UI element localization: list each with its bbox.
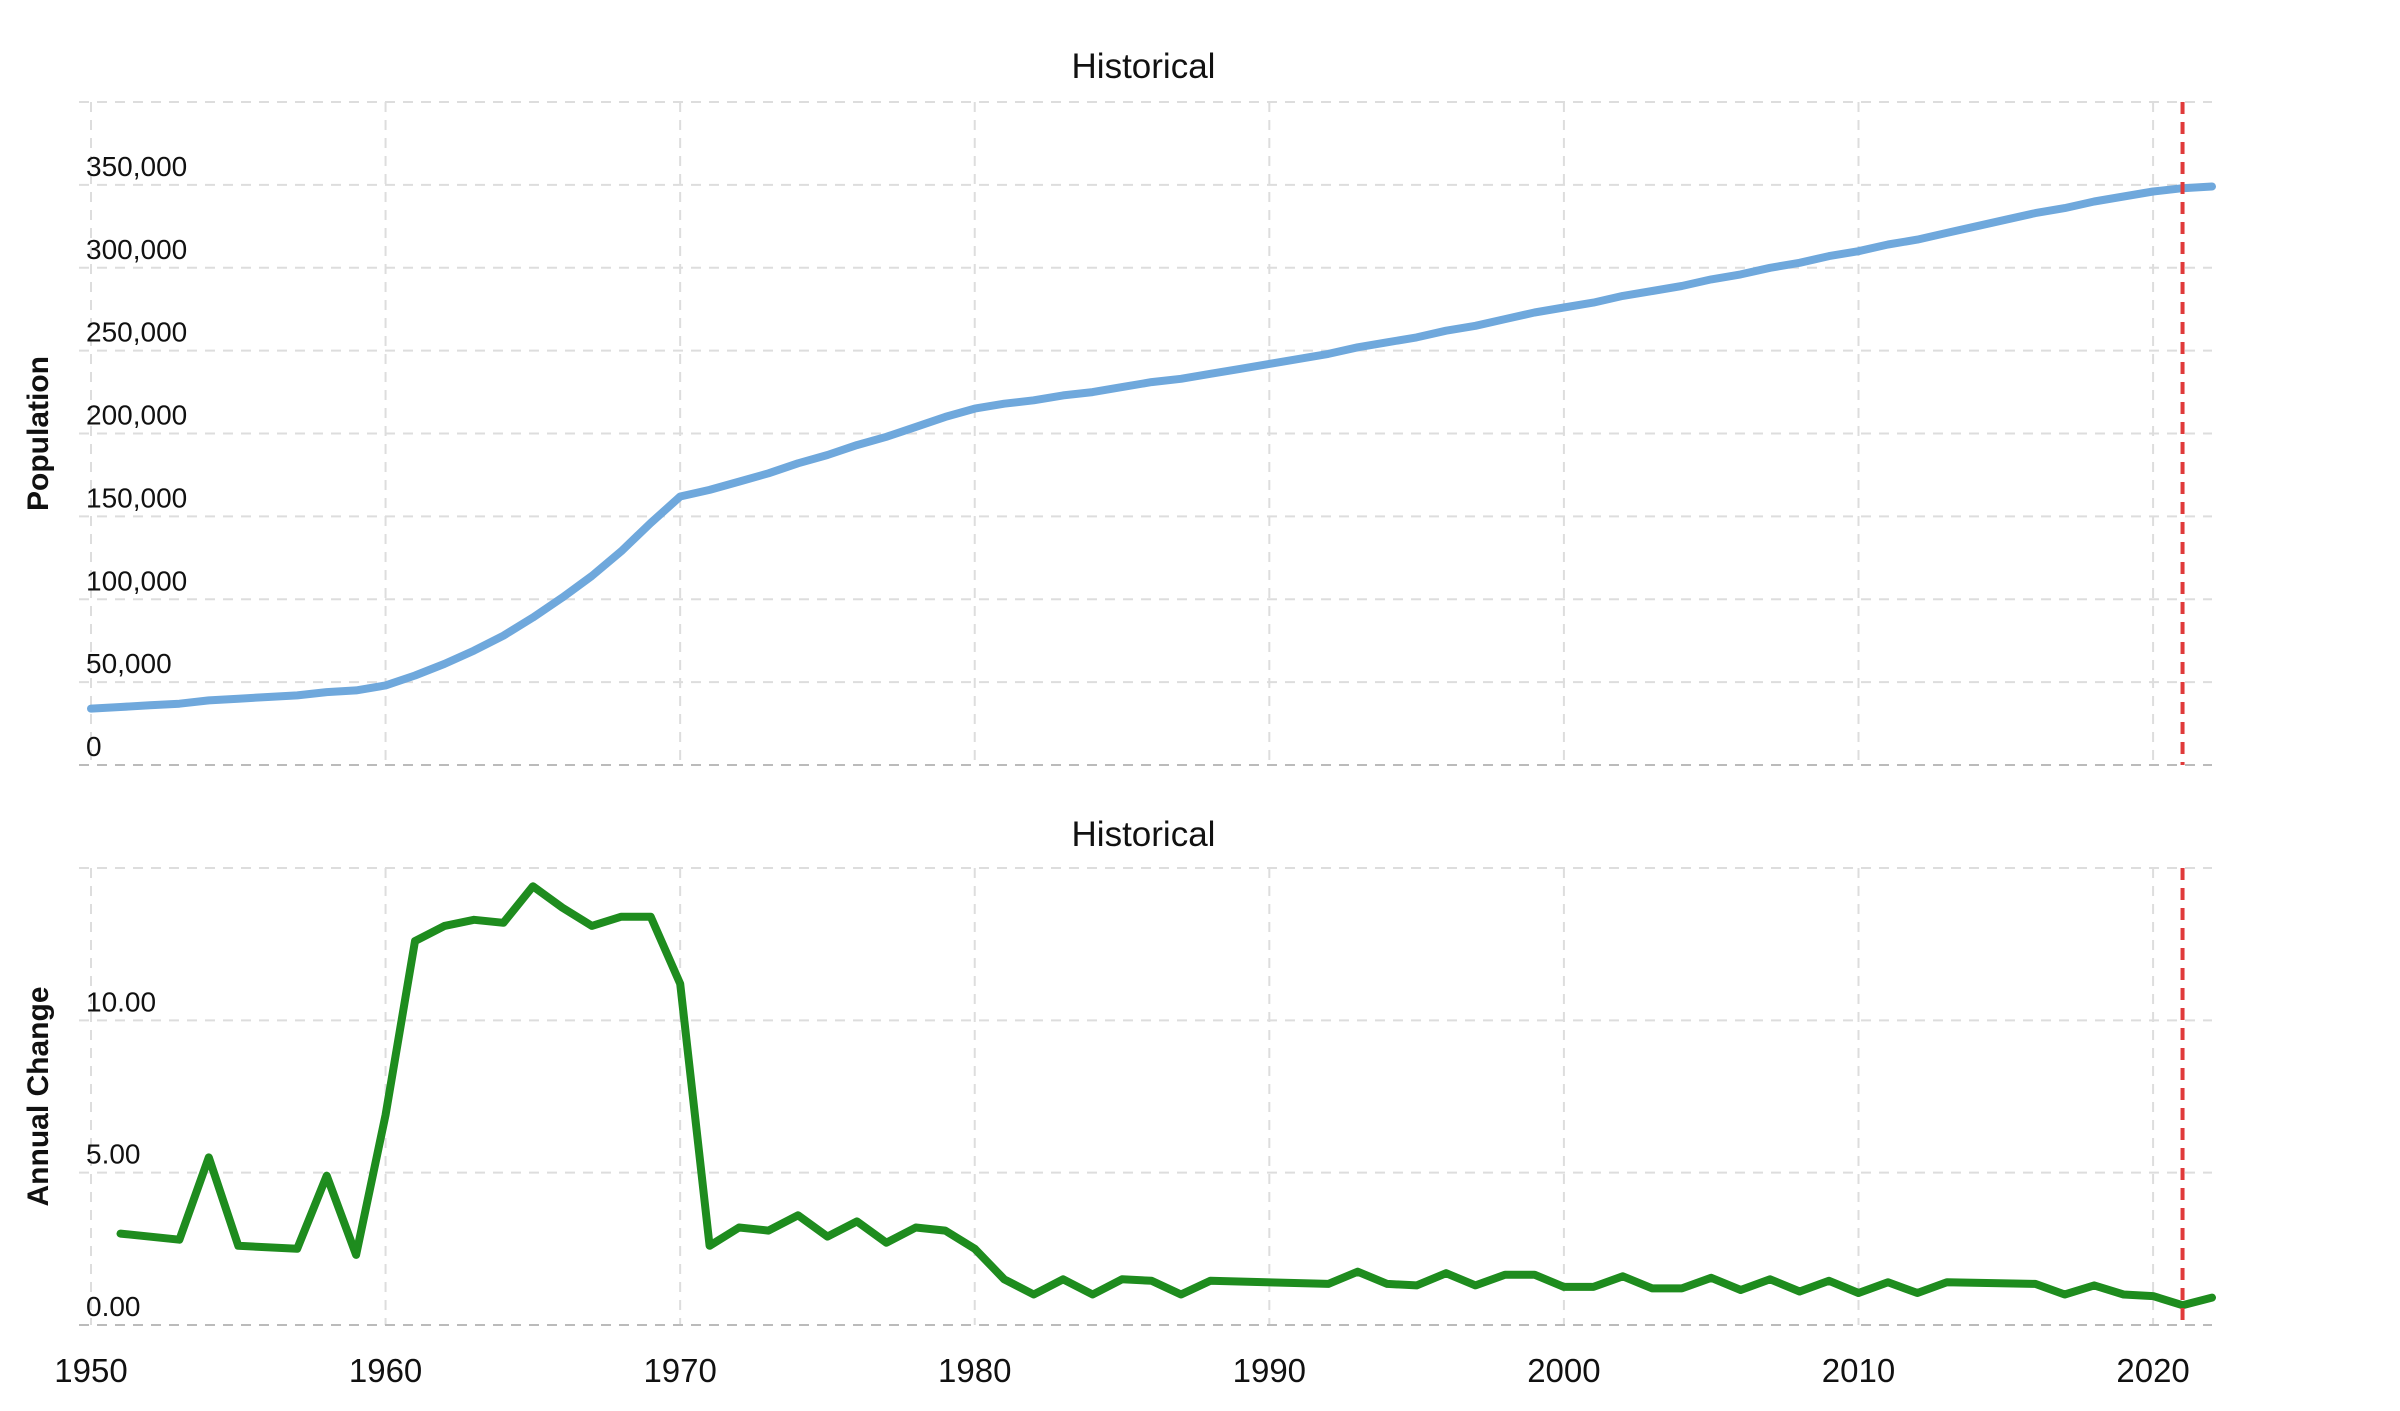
panel1-y-tick-label: 100,000 bbox=[86, 565, 187, 596]
panel1-y-tick-label: 150,000 bbox=[86, 482, 187, 513]
panel2-x-tick-label: 1990 bbox=[1233, 1352, 1306, 1389]
panel1-y-tick-label: 200,000 bbox=[86, 400, 187, 431]
panel2-x-tick-label: 1980 bbox=[938, 1352, 1011, 1389]
panel2-y-tick-label: 5.00 bbox=[86, 1139, 141, 1170]
panel1-chart-title: Historical bbox=[1072, 47, 1216, 86]
panel1-y-tick-label: 300,000 bbox=[86, 234, 187, 265]
panel2-x-tick-label: 2010 bbox=[1822, 1352, 1895, 1389]
panel2-x-tick-label: 1960 bbox=[349, 1352, 422, 1389]
panel1-y-tick-label: 250,000 bbox=[86, 317, 187, 348]
panel1-y-tick-label: 0 bbox=[86, 731, 102, 762]
panel2-y-axis-title: Annual Change bbox=[22, 986, 55, 1206]
panel2-x-tick-label: 2000 bbox=[1527, 1352, 1600, 1389]
panel2-x-tick-label: 2020 bbox=[2116, 1352, 2189, 1389]
panel2-y-tick-label: 10.00 bbox=[86, 986, 156, 1017]
panel2-y-tick-label: 0.00 bbox=[86, 1291, 141, 1322]
panel2-chart-title: Historical bbox=[1072, 815, 1216, 854]
panel1-series-line bbox=[87, 182, 2216, 713]
panel2-x-tick-label: 1970 bbox=[643, 1352, 716, 1389]
panel1-y-tick-label: 350,000 bbox=[86, 151, 187, 182]
panel1-y-axis-title: Population bbox=[22, 356, 55, 511]
panel2-series-line bbox=[116, 882, 2216, 1310]
panel1-y-tick-label: 50,000 bbox=[86, 648, 172, 679]
panel2-x-tick-label: 1950 bbox=[54, 1352, 127, 1389]
